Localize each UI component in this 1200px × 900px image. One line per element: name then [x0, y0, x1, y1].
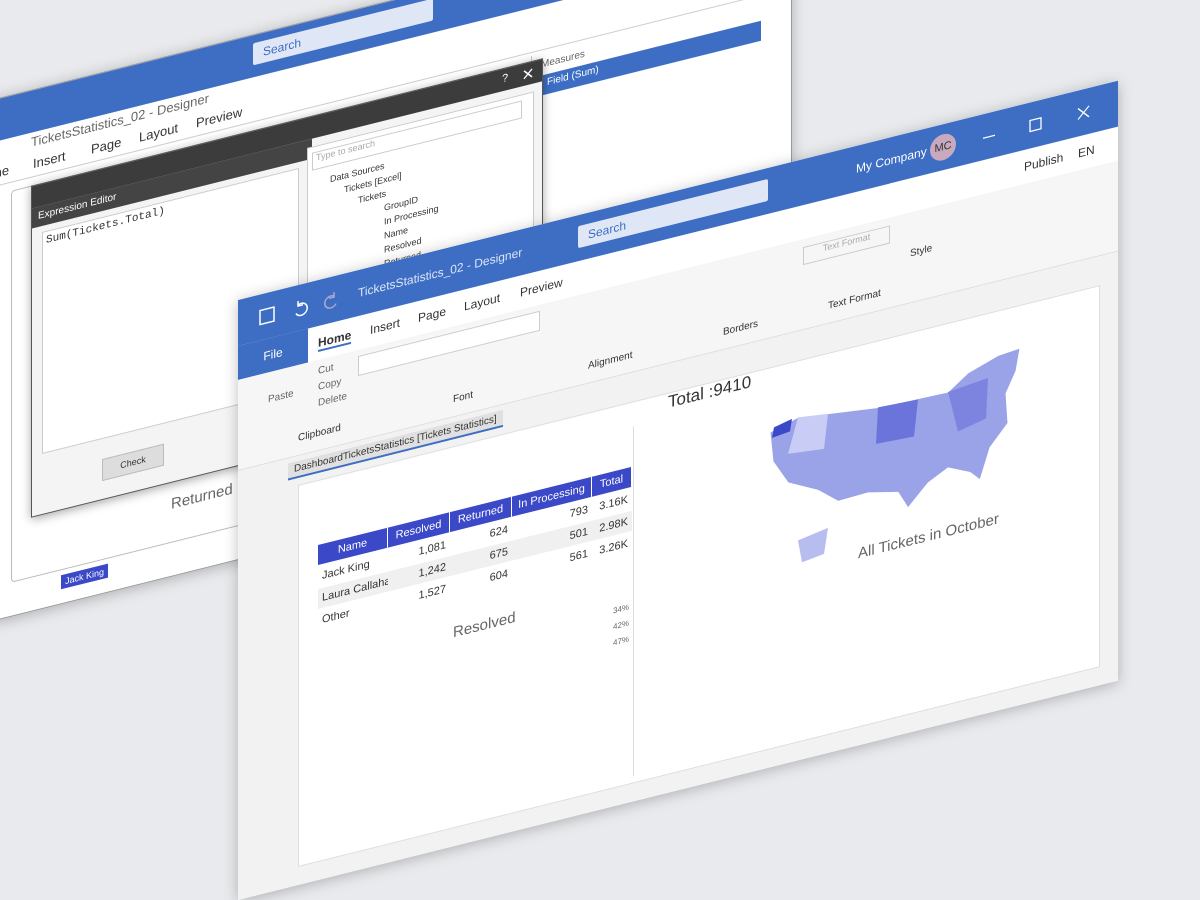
menu-item[interactable]: Page [91, 134, 122, 157]
menu-item[interactable]: Insert [33, 148, 66, 172]
page: Search TicketsStatistics_02 - Designer m… [0, 0, 1118, 900]
language[interactable]: EN [1078, 142, 1095, 161]
tab[interactable]: Preview [520, 275, 563, 300]
publish-button[interactable]: Publish [1024, 150, 1064, 175]
quick-access-icons[interactable] [258, 287, 348, 329]
tab[interactable]: Insert [370, 315, 401, 338]
menu-item[interactable]: me [0, 162, 10, 182]
front-window: TicketsStatistics_02 - Designer Search M… [238, 80, 1118, 900]
tab[interactable]: Page [418, 304, 447, 326]
check-button[interactable]: Check [102, 443, 164, 482]
help-button[interactable]: ? [502, 71, 509, 86]
close-button[interactable] [522, 66, 534, 81]
window-controls[interactable] [978, 97, 1108, 149]
back-window: Search TicketsStatistics_02 - Designer m… [0, 0, 792, 622]
divider [633, 426, 634, 777]
expression-editor: ? Expression Editor Sum(Tickets.Total) T… [31, 58, 543, 518]
us-map [769, 347, 1021, 563]
tab[interactable]: Layout [464, 290, 501, 314]
tab[interactable]: Home [318, 327, 352, 353]
